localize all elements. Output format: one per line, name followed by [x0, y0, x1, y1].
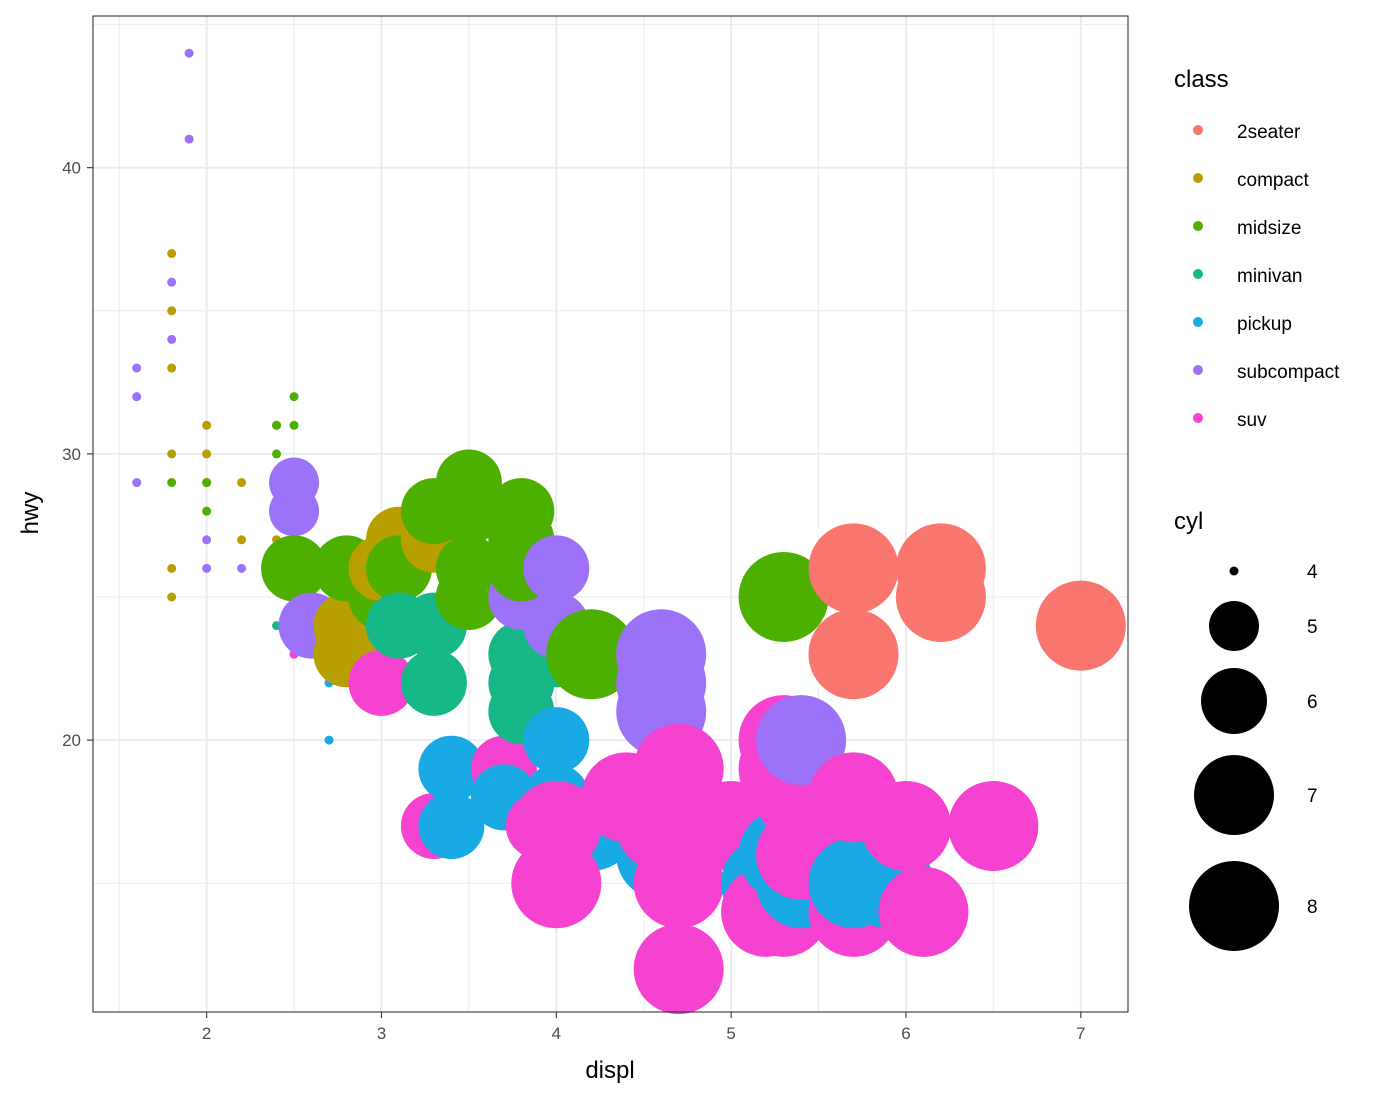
- data-point-subcompact: [167, 334, 177, 344]
- legend-label-compact: compact: [1237, 170, 1310, 191]
- legend-label-subcompact: subcompact: [1237, 362, 1340, 383]
- x-tick-label: 2: [202, 1024, 211, 1043]
- data-point-subcompact: [132, 392, 142, 402]
- legend-label-midsize: midsize: [1237, 218, 1301, 239]
- panel-border: [92, 15, 1129, 1013]
- y-tick-label: 40: [62, 159, 81, 178]
- data-point-midsize: [167, 478, 177, 488]
- points-layer: [132, 48, 1126, 1015]
- data-point-midsize: [272, 449, 282, 459]
- size-label-5: 5: [1307, 617, 1318, 638]
- data-point-compact: [167, 249, 177, 259]
- data-point-suv: [860, 780, 951, 871]
- size-key-5: [1209, 601, 1259, 651]
- size-label-4: 4: [1307, 562, 1318, 583]
- data-point-compact: [167, 363, 177, 373]
- data-point-midsize: [488, 478, 555, 545]
- data-point-subcompact: [237, 563, 247, 573]
- data-point-midsize: [202, 506, 212, 516]
- data-point-midsize: [272, 420, 282, 430]
- data-point-pickup: [324, 735, 334, 745]
- data-point-minivan: [400, 649, 467, 716]
- legend-key-2seater: [1193, 125, 1203, 135]
- data-point-midsize: [289, 420, 299, 430]
- data-point-subcompact: [523, 535, 590, 602]
- data-point-midsize: [435, 535, 502, 602]
- x-axis-title: displ: [585, 1057, 634, 1084]
- data-point-suv: [511, 780, 602, 871]
- size-key-7: [1194, 755, 1274, 835]
- data-point-subcompact: [616, 609, 707, 700]
- legend-key-suv: [1193, 413, 1203, 423]
- data-point-subcompact: [269, 457, 320, 508]
- y-tick-label: 30: [62, 445, 81, 464]
- data-point-pickup: [523, 707, 590, 774]
- y-axis: 20 30 40: [62, 159, 93, 750]
- data-point-pickup: [418, 792, 485, 859]
- data-point-subcompact: [756, 695, 847, 786]
- data-point-suv: [348, 649, 415, 716]
- legend-key-midsize: [1193, 221, 1203, 231]
- data-point-subcompact: [184, 134, 194, 144]
- x-tick-label: 4: [552, 1024, 561, 1043]
- size-label-7: 7: [1307, 786, 1318, 807]
- legend-label-suv: suv: [1237, 410, 1267, 431]
- data-point-midsize: [435, 449, 502, 516]
- data-point-subcompact: [202, 563, 212, 573]
- x-tick-label: 3: [377, 1024, 386, 1043]
- y-tick-label: 20: [62, 731, 81, 750]
- data-point-suv: [878, 866, 969, 957]
- data-point-compact: [237, 478, 247, 488]
- cyl-legend-title: cyl: [1174, 508, 1203, 535]
- size-label-8: 8: [1307, 897, 1318, 918]
- x-tick-label: 7: [1076, 1024, 1085, 1043]
- legend-label-minivan: minivan: [1237, 266, 1302, 287]
- data-point-2seater: [895, 523, 986, 614]
- data-point-2seater: [808, 523, 899, 614]
- legend-label-pickup: pickup: [1237, 314, 1292, 335]
- data-point-compact: [167, 563, 177, 573]
- size-key-8: [1189, 861, 1279, 951]
- legend-key-minivan: [1193, 269, 1203, 279]
- data-point-subcompact: [167, 277, 177, 287]
- size-key-4: [1229, 566, 1239, 576]
- cyl-legend: cyl 4 5 6 7 8: [1174, 508, 1318, 951]
- class-legend-title: class: [1174, 66, 1229, 93]
- data-point-compact: [237, 535, 247, 545]
- x-axis: 2 3 4 5 6 7: [202, 1012, 1086, 1043]
- data-point-compact: [202, 449, 212, 459]
- legend-label-2seater: 2seater: [1237, 122, 1301, 143]
- legend-key-pickup: [1193, 317, 1203, 327]
- size-key-6: [1201, 668, 1267, 734]
- data-point-compact: [167, 306, 177, 316]
- data-point-subcompact: [202, 535, 212, 545]
- legend-key-compact: [1193, 173, 1203, 183]
- y-axis-title: hwy: [17, 492, 44, 535]
- data-point-compact: [202, 420, 212, 430]
- x-tick-label: 6: [901, 1024, 910, 1043]
- data-point-compact: [167, 592, 177, 602]
- data-point-2seater: [808, 609, 899, 700]
- legend-key-subcompact: [1193, 365, 1203, 375]
- data-point-midsize: [738, 552, 829, 642]
- data-point-subcompact: [132, 478, 142, 488]
- data-point-suv: [633, 723, 724, 814]
- data-point-compact: [167, 449, 177, 459]
- data-point-midsize: [289, 392, 299, 402]
- data-point-pickup: [418, 735, 485, 802]
- size-label-6: 6: [1307, 692, 1318, 713]
- data-point-2seater: [1035, 580, 1126, 671]
- data-point-suv: [633, 924, 724, 1015]
- data-point-suv: [948, 780, 1039, 871]
- data-point-midsize: [546, 609, 637, 700]
- plot-panel: [92, 15, 1129, 1015]
- class-legend: class 2seater compact midsize minivan pickup…: [1174, 66, 1340, 431]
- data-point-subcompact: [184, 48, 194, 58]
- x-tick-label: 5: [726, 1024, 735, 1043]
- data-point-midsize: [202, 478, 212, 488]
- data-point-midsize: [261, 535, 328, 602]
- data-point-subcompact: [132, 363, 142, 373]
